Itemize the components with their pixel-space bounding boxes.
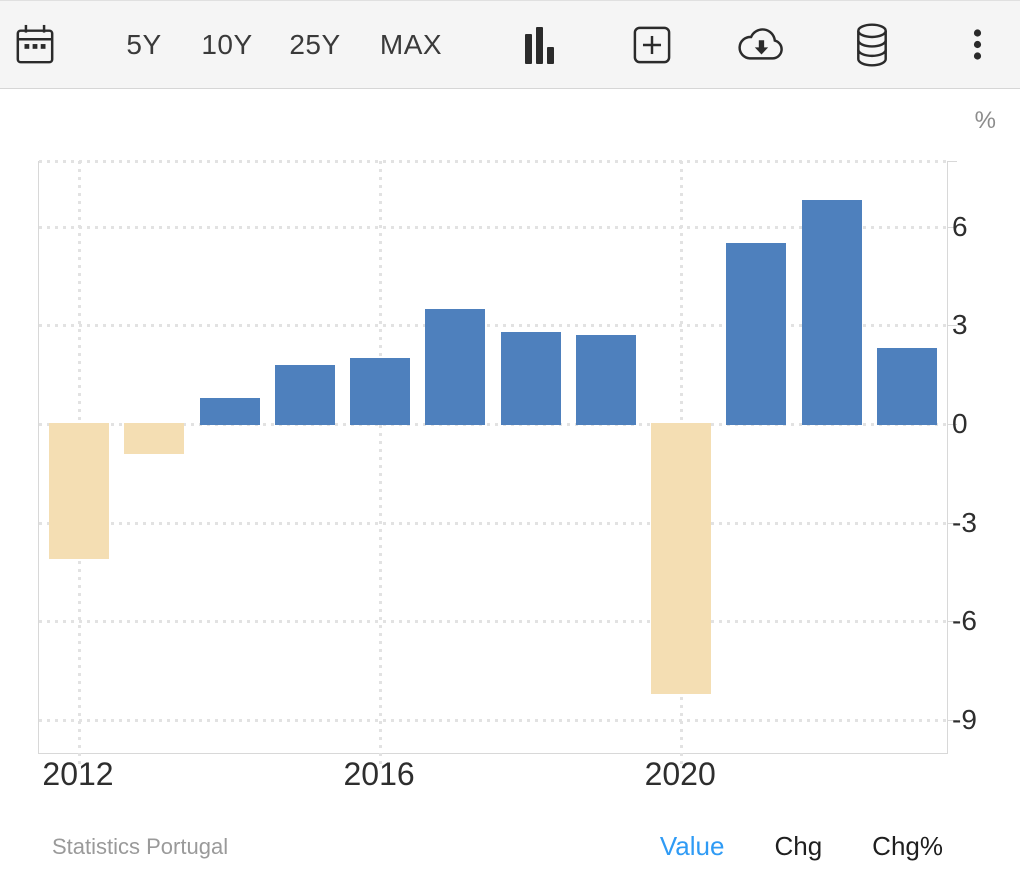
bar-2018[interactable]: [500, 332, 561, 426]
x-gridline: [379, 161, 383, 766]
y-gridline: [39, 160, 947, 163]
y-axis-tick: [947, 161, 957, 162]
plus-square-icon: [633, 26, 671, 64]
y-axis-tick: [947, 621, 957, 623]
bar-2023[interactable]: [877, 348, 937, 426]
bar-2021[interactable]: [726, 243, 787, 426]
footer-link-chgpct[interactable]: Chg%: [872, 831, 943, 861]
y-gridline: [39, 719, 947, 723]
y-axis-label: 3: [952, 309, 968, 341]
chart-type-button[interactable]: [518, 1, 562, 88]
compare-button[interactable]: [630, 1, 674, 88]
y-axis-label: -3: [952, 506, 977, 538]
kebab-menu-icon: [973, 29, 982, 60]
y-gridline: [39, 324, 947, 328]
bar-2012[interactable]: [49, 423, 109, 559]
bar-2015[interactable]: [274, 364, 335, 426]
footer-link-chg[interactable]: Chg: [774, 831, 823, 861]
range-max-button[interactable]: MAX: [372, 1, 450, 88]
bar-2019[interactable]: [575, 335, 636, 426]
y-axis-label: -9: [952, 704, 977, 736]
y-axis-unit-label: %: [974, 107, 996, 134]
cloud-download-icon: [734, 25, 788, 65]
download-button[interactable]: [732, 1, 790, 88]
series-mode-links: Value Chg Chg%: [660, 831, 943, 862]
footer-link-value[interactable]: Value: [659, 831, 725, 861]
y-gridline: [39, 620, 947, 624]
bar-2020[interactable]: [651, 423, 712, 694]
source-attribution: Statistics Portugal: [52, 834, 229, 859]
y-axis-tick: [947, 522, 957, 524]
y-axis-label: -6: [952, 605, 977, 637]
plot-area: [38, 160, 957, 766]
more-options-button[interactable]: [958, 1, 996, 88]
bar-2017[interactable]: [425, 309, 486, 426]
y-gridline: [39, 423, 947, 427]
y-axis-label: 0: [952, 408, 968, 440]
chart-toolbar: 5Y 10Y 25Y MAX: [0, 0, 1020, 89]
range-10y-button[interactable]: 10Y: [194, 1, 260, 88]
y-axis-label: 6: [952, 210, 968, 242]
bar-2014[interactable]: [199, 397, 260, 426]
y-axis-tick: [947, 325, 957, 327]
database-icon: [855, 22, 889, 68]
y-axis-tick: [947, 720, 957, 722]
range-25y-button[interactable]: 25Y: [282, 1, 348, 88]
bar-2016[interactable]: [350, 358, 411, 426]
data-export-button[interactable]: [850, 1, 894, 88]
y-axis-tick: [947, 226, 957, 228]
bar-chart-icon: [525, 26, 555, 64]
bar-2013[interactable]: [124, 423, 185, 454]
calendar-icon: [14, 23, 56, 67]
y-axis-tick: [947, 424, 957, 426]
bar-2022[interactable]: [801, 200, 862, 426]
calendar-button[interactable]: [12, 1, 58, 88]
y-gridline: [39, 225, 947, 229]
y-gridline: [39, 521, 947, 525]
range-5y-button[interactable]: 5Y: [116, 1, 172, 88]
